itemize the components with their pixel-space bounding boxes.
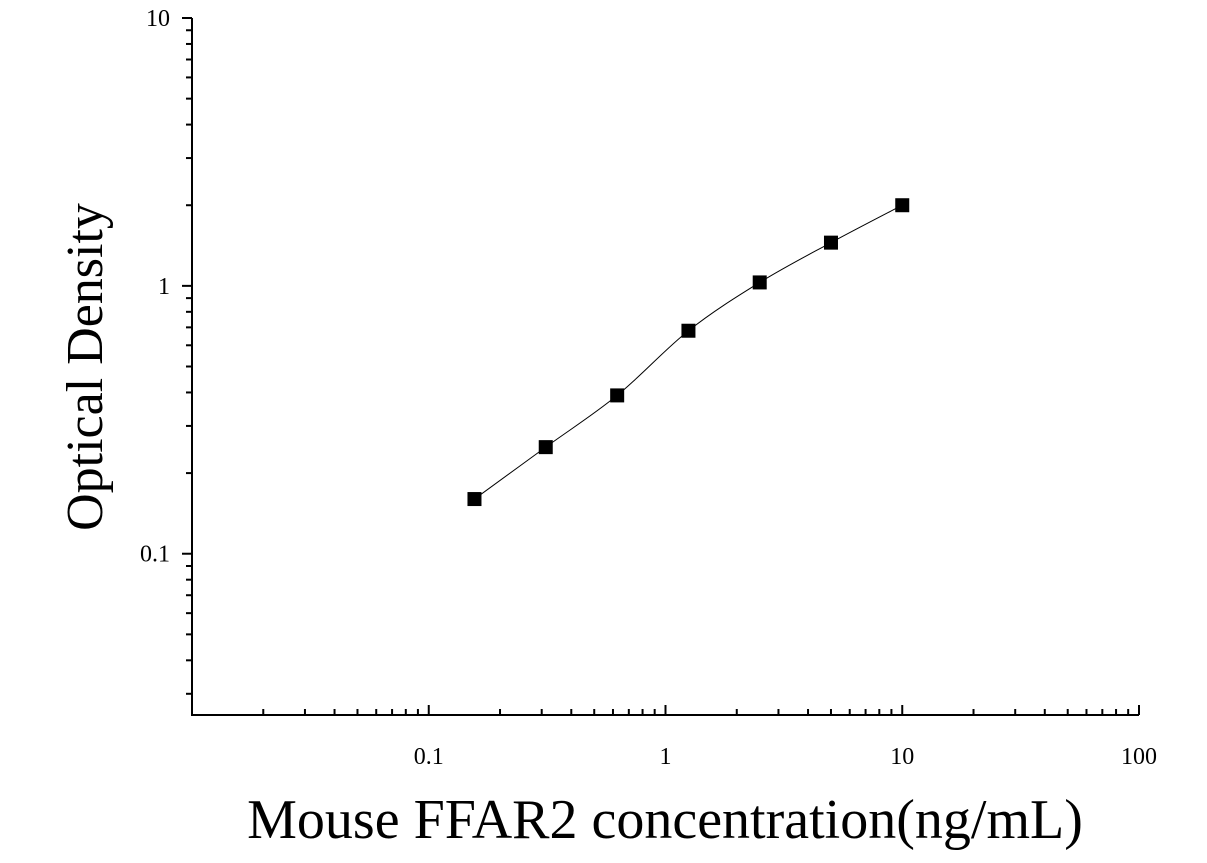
- data-point: [895, 198, 910, 213]
- x-tick-label: 1: [660, 744, 672, 770]
- x-tick-label: 0.1: [414, 744, 444, 770]
- x-tick-label: 10: [890, 744, 914, 770]
- data-points: [467, 198, 910, 507]
- data-point: [752, 275, 767, 290]
- fit-curve: [474, 204, 903, 500]
- axes: [191, 18, 1139, 716]
- data-point: [467, 492, 482, 507]
- y-axis-title: Optical Density: [57, 203, 114, 531]
- data-point: [681, 323, 696, 338]
- tick-labels: 0.1 1 10 100 0.1 1 10: [140, 6, 1157, 770]
- y-tick-label: 1: [158, 274, 170, 300]
- y-tick-label: 0.1: [140, 542, 170, 568]
- data-point: [538, 440, 553, 455]
- data-point: [610, 388, 625, 403]
- ticks: [182, 17, 1140, 715]
- x-tick-label: 100: [1121, 744, 1157, 770]
- y-tick-label: 10: [146, 6, 170, 32]
- data-point: [823, 235, 838, 250]
- x-axis-title: Mouse FFAR2 concentration(ng/mL): [247, 789, 1083, 851]
